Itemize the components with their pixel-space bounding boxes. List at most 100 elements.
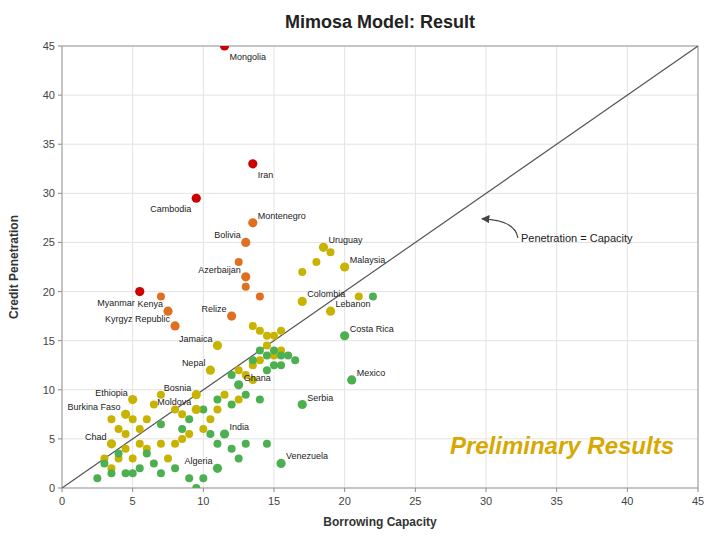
point-label: Mongolia <box>230 52 267 62</box>
tick-label-y: 45 <box>43 40 55 52</box>
tick-y <box>58 242 62 243</box>
point <box>206 415 214 423</box>
named-point <box>340 331 349 340</box>
point-label: Azerbaijan <box>198 265 241 275</box>
point <box>178 410 186 418</box>
tick-label-x: 5 <box>130 495 136 507</box>
point <box>213 396 221 404</box>
point <box>235 455 243 463</box>
point-labels: MongoliaIranCambodiaMyanmarMontenegroBol… <box>68 52 394 466</box>
tick-label-x: 10 <box>197 495 209 507</box>
point <box>150 459 158 467</box>
point-label: Relize <box>202 304 227 314</box>
named-point <box>128 395 137 404</box>
tick-label-x: 40 <box>621 495 633 507</box>
point <box>228 371 236 379</box>
point <box>192 484 200 488</box>
point <box>199 474 207 482</box>
tick-x <box>62 488 63 492</box>
named-point <box>121 410 130 419</box>
tick-label-y: 20 <box>43 286 55 298</box>
point <box>277 361 285 369</box>
point-label: Ghana <box>244 373 271 383</box>
named-point <box>241 272 250 281</box>
point <box>242 440 250 448</box>
annotation-arrow <box>482 219 518 238</box>
named-point <box>347 375 356 384</box>
tick-y <box>58 389 62 390</box>
point <box>136 464 144 472</box>
named-point <box>107 439 116 448</box>
named-point <box>206 366 215 375</box>
tick-y <box>58 144 62 145</box>
tick-label-x: 30 <box>480 495 492 507</box>
point-label: Kenya <box>137 299 163 309</box>
point <box>100 459 108 467</box>
named-point <box>248 159 257 168</box>
point <box>143 415 151 423</box>
named-point <box>213 464 222 473</box>
point-label: Venezuela <box>286 451 328 461</box>
named-point <box>192 390 201 399</box>
point <box>291 356 299 364</box>
annotations: Penetration = CapacityPreliminary Result… <box>450 219 674 459</box>
point-label: Colombia <box>307 289 345 299</box>
point <box>122 430 130 438</box>
point <box>270 361 278 369</box>
grid-line-x <box>556 46 557 488</box>
point-label: Algeria <box>184 456 212 466</box>
point-label: Bolivia <box>214 230 241 240</box>
point <box>157 440 165 448</box>
point-label: Burkina Faso <box>68 402 121 412</box>
tick-label-x: 20 <box>339 495 351 507</box>
grid-line-x <box>627 46 628 488</box>
tick-x <box>274 488 275 492</box>
point <box>256 292 264 300</box>
tick-label-y: 5 <box>49 433 55 445</box>
reference-line <box>62 46 698 488</box>
point <box>213 440 221 448</box>
point <box>164 455 172 463</box>
named-point <box>135 287 144 296</box>
point <box>256 346 264 354</box>
point <box>107 415 115 423</box>
tick-y <box>58 193 62 194</box>
tick-y <box>58 488 62 489</box>
tick-x <box>627 488 628 492</box>
point <box>249 322 257 330</box>
point <box>171 464 179 472</box>
tick-label-x: 15 <box>268 495 280 507</box>
point-label: Chad <box>85 432 107 442</box>
named-point <box>298 297 307 306</box>
chart: 051015202530354045051015202530354045Mong… <box>0 0 720 540</box>
named-point <box>298 400 307 409</box>
named-point <box>234 380 243 389</box>
title: Mimosa Model: Result <box>285 12 475 32</box>
point <box>93 474 101 482</box>
point <box>256 356 264 364</box>
named-point <box>276 459 285 468</box>
point-label: Cambodia <box>150 204 191 214</box>
tick-label-y: 0 <box>49 482 55 494</box>
named-point <box>170 321 179 330</box>
point <box>221 391 229 399</box>
grid-line-y <box>62 95 698 96</box>
point <box>178 435 186 443</box>
point <box>143 450 151 458</box>
tick-y <box>58 46 62 47</box>
point <box>199 425 207 433</box>
named-point <box>326 307 335 316</box>
point <box>136 440 144 448</box>
point <box>284 351 292 359</box>
tick-y <box>58 95 62 96</box>
named-point <box>248 218 257 227</box>
point <box>129 415 137 423</box>
named-point <box>192 405 201 414</box>
named-point <box>227 312 236 321</box>
point <box>235 396 243 404</box>
tick-label-y: 30 <box>43 187 55 199</box>
point <box>157 469 165 477</box>
tick-label-y: 35 <box>43 138 55 150</box>
grid-line-y <box>62 144 698 145</box>
named-point <box>319 243 328 252</box>
